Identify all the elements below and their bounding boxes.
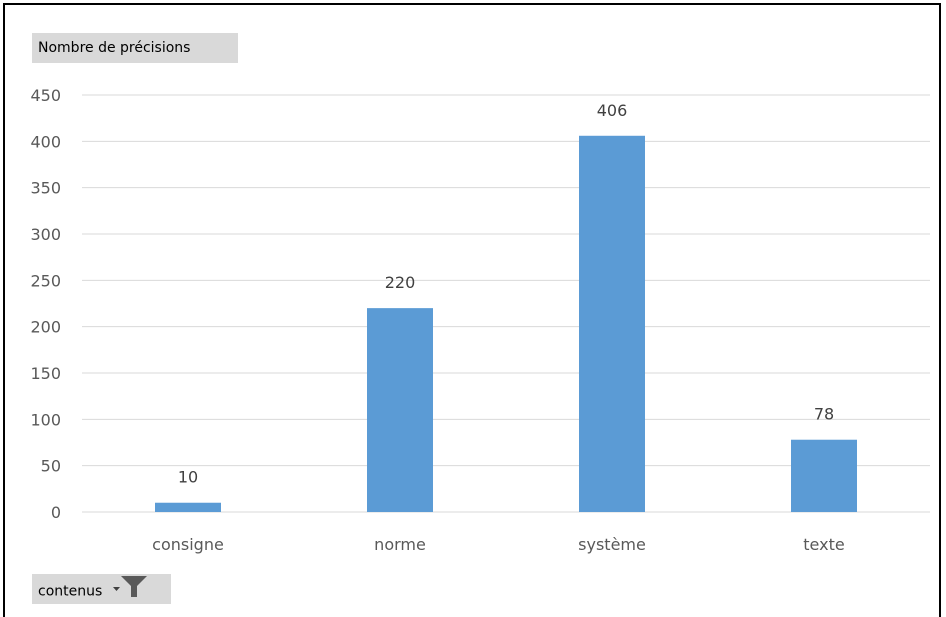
value-field-button[interactable]: Nombre de précisions bbox=[32, 33, 238, 63]
y-tick-label: 400 bbox=[30, 132, 61, 151]
funnel-filter-icon bbox=[120, 576, 147, 597]
bar-1[interactable] bbox=[367, 308, 433, 512]
y-tick-label: 200 bbox=[30, 318, 61, 337]
y-tick-label: 350 bbox=[30, 179, 61, 198]
data-label-2: 406 bbox=[597, 101, 628, 120]
axis-field-button[interactable]: contenus bbox=[32, 574, 171, 604]
data-labels: 10 220 406 78 bbox=[178, 101, 834, 487]
bars bbox=[155, 135, 857, 513]
axis-field-label: contenus bbox=[38, 583, 103, 600]
y-tick-label: 50 bbox=[41, 457, 61, 476]
bar-0[interactable] bbox=[155, 502, 221, 512]
y-tick-label: 0 bbox=[51, 503, 61, 522]
y-tick-label: 100 bbox=[30, 410, 61, 429]
gridlines bbox=[82, 94, 930, 513]
data-label-3: 78 bbox=[814, 405, 834, 424]
data-label-1: 220 bbox=[385, 273, 416, 292]
category-labels: consigne norme système texte bbox=[152, 535, 845, 554]
y-axis-ticks: 0 50 100 150 200 250 300 350 400 450 bbox=[30, 86, 61, 522]
y-tick-label: 150 bbox=[30, 364, 61, 383]
category-label-2: système bbox=[578, 535, 646, 554]
category-label-1: norme bbox=[374, 535, 426, 554]
y-tick-label: 450 bbox=[30, 86, 61, 105]
filter-dropdown-icon[interactable] bbox=[111, 574, 149, 609]
dropdown-arrow-icon bbox=[112, 587, 120, 591]
data-label-0: 10 bbox=[178, 468, 198, 487]
chart-frame bbox=[3, 3, 941, 617]
bar-3[interactable] bbox=[791, 439, 857, 512]
category-label-3: texte bbox=[803, 535, 844, 554]
y-tick-label: 250 bbox=[30, 271, 61, 290]
y-tick-label: 300 bbox=[30, 225, 61, 244]
bar-2[interactable] bbox=[579, 135, 645, 513]
value-field-label: Nombre de précisions bbox=[38, 40, 191, 56]
category-label-0: consigne bbox=[152, 535, 224, 554]
